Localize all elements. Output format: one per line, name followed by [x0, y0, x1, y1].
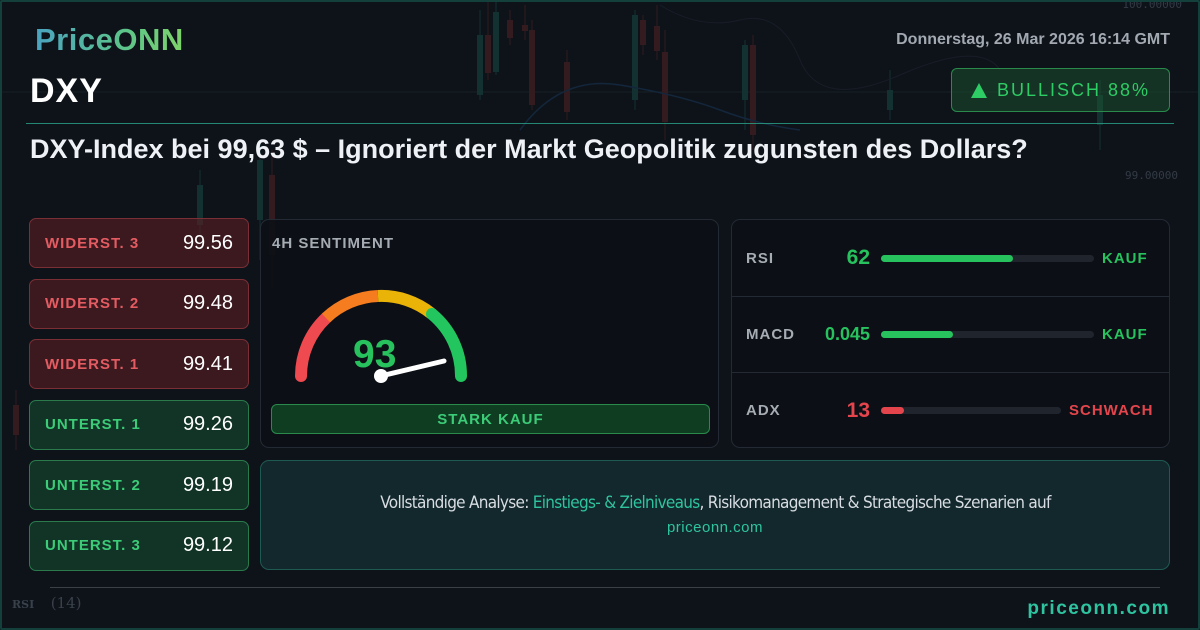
triangle-up-icon	[970, 82, 987, 98]
indicator-signal: KAUF	[1102, 326, 1148, 343]
analysis-cta-box[interactable]: Vollständige Analyse: Einstiegs- & Zieln…	[260, 460, 1170, 570]
indicator-row-rsi: RSI 62 KAUF	[732, 220, 1169, 296]
indicator-bar	[881, 254, 1094, 262]
cta-prefix: Vollständige Analyse:	[379, 493, 533, 513]
indicator-signal: SCHWACH	[1069, 402, 1154, 419]
rsi-ghost-period: (14)	[50, 594, 82, 612]
cta-text: Vollständige Analyse: Einstiegs- & Zieln…	[379, 493, 1051, 513]
indicator-signal: KAUF	[1102, 249, 1148, 267]
indicator-name: RSI	[746, 249, 775, 267]
cta-suffix: , Risikomanagement & Strategische Szenar…	[699, 493, 1051, 513]
level-label: UNTERST. 1	[45, 416, 141, 433]
indicator-value: 13	[846, 398, 870, 422]
footer-divider	[50, 587, 1160, 588]
indicator-name: ADX	[746, 402, 781, 419]
indicator-bar	[881, 407, 1061, 414]
footer-url-link[interactable]: priceonn.com	[1027, 598, 1170, 619]
level-value: 99.48	[182, 292, 233, 314]
header-divider	[26, 123, 1174, 124]
sentiment-gauge	[295, 289, 468, 383]
cta-link[interactable]: priceonn.com	[666, 519, 764, 536]
level-label: UNTERST. 3	[45, 537, 141, 554]
level-label: WIDERST. 1	[45, 355, 140, 373]
indicator-value: 0.045	[824, 324, 870, 344]
support-level-1: UNTERST. 1 99.26	[29, 399, 249, 450]
gauge-needle-pivot	[374, 369, 388, 383]
resistance-level-3: WIDERST. 3 99.56	[29, 218, 249, 268]
level-label: UNTERST. 2	[45, 476, 141, 494]
level-value: 99.41	[182, 352, 233, 375]
resistance-level-2: WIDERST. 2 99.48	[29, 278, 249, 329]
gauge-needle	[378, 358, 447, 379]
axis-label-top: 100.00000	[1122, 0, 1182, 11]
rsi-ghost-name: RSI	[12, 598, 35, 611]
indicator-bar	[881, 331, 1094, 338]
level-value: 99.26	[182, 413, 233, 435]
support-level-2: UNTERST. 2 99.19	[29, 460, 249, 510]
indicator-row-macd: MACD 0.045 KAUF	[732, 296, 1169, 372]
level-label: WIDERST. 3	[45, 234, 140, 252]
sentiment-title: 4H SENTIMENT	[272, 235, 395, 252]
indicators-card: RSI 62 KAUF MACD 0.045 KAUF ADX 13 SCHWA…	[731, 219, 1170, 448]
indicator-name: MACD	[746, 326, 795, 343]
price-levels-list: WIDERST. 3 99.56 WIDERST. 2 99.48 WIDERS…	[29, 218, 249, 581]
brand-logo[interactable]: PriceONN	[35, 22, 184, 57]
level-value: 99.56	[182, 231, 233, 254]
sentiment-card: 4H SENTIMENT 93 STARK KAUF	[260, 219, 719, 448]
ticker-symbol: DXY	[30, 72, 103, 110]
indicator-value: 62	[846, 246, 870, 269]
badge-label: BULLISCH 88%	[996, 79, 1151, 100]
indicator-row-adx: ADX 13 SCHWACH	[732, 372, 1169, 448]
resistance-level-1: WIDERST. 1 99.41	[29, 339, 249, 389]
level-label: WIDERST. 2	[45, 295, 140, 312]
headline: DXY-Index bei 99,63 $ – Ignoriert der Ma…	[30, 134, 1028, 164]
sentiment-score: 93	[353, 333, 397, 376]
support-level-3: UNTERST. 3 99.12	[29, 520, 249, 571]
sentiment-verdict: STARK KAUF	[271, 404, 710, 434]
level-value: 99.12	[182, 534, 233, 556]
rsi-ghost-label: RSI (14)	[12, 594, 81, 612]
date-timestamp: Donnerstag, 26 Mar 2026 16:14 GMT	[896, 31, 1170, 48]
level-value: 99.19	[182, 473, 233, 496]
bullish-sentiment-badge: BULLISCH 88%	[951, 68, 1170, 112]
axis-label-mid: 99.00000	[1125, 169, 1178, 182]
cta-highlight: Einstiegs- & Zielniveaus	[532, 493, 700, 513]
